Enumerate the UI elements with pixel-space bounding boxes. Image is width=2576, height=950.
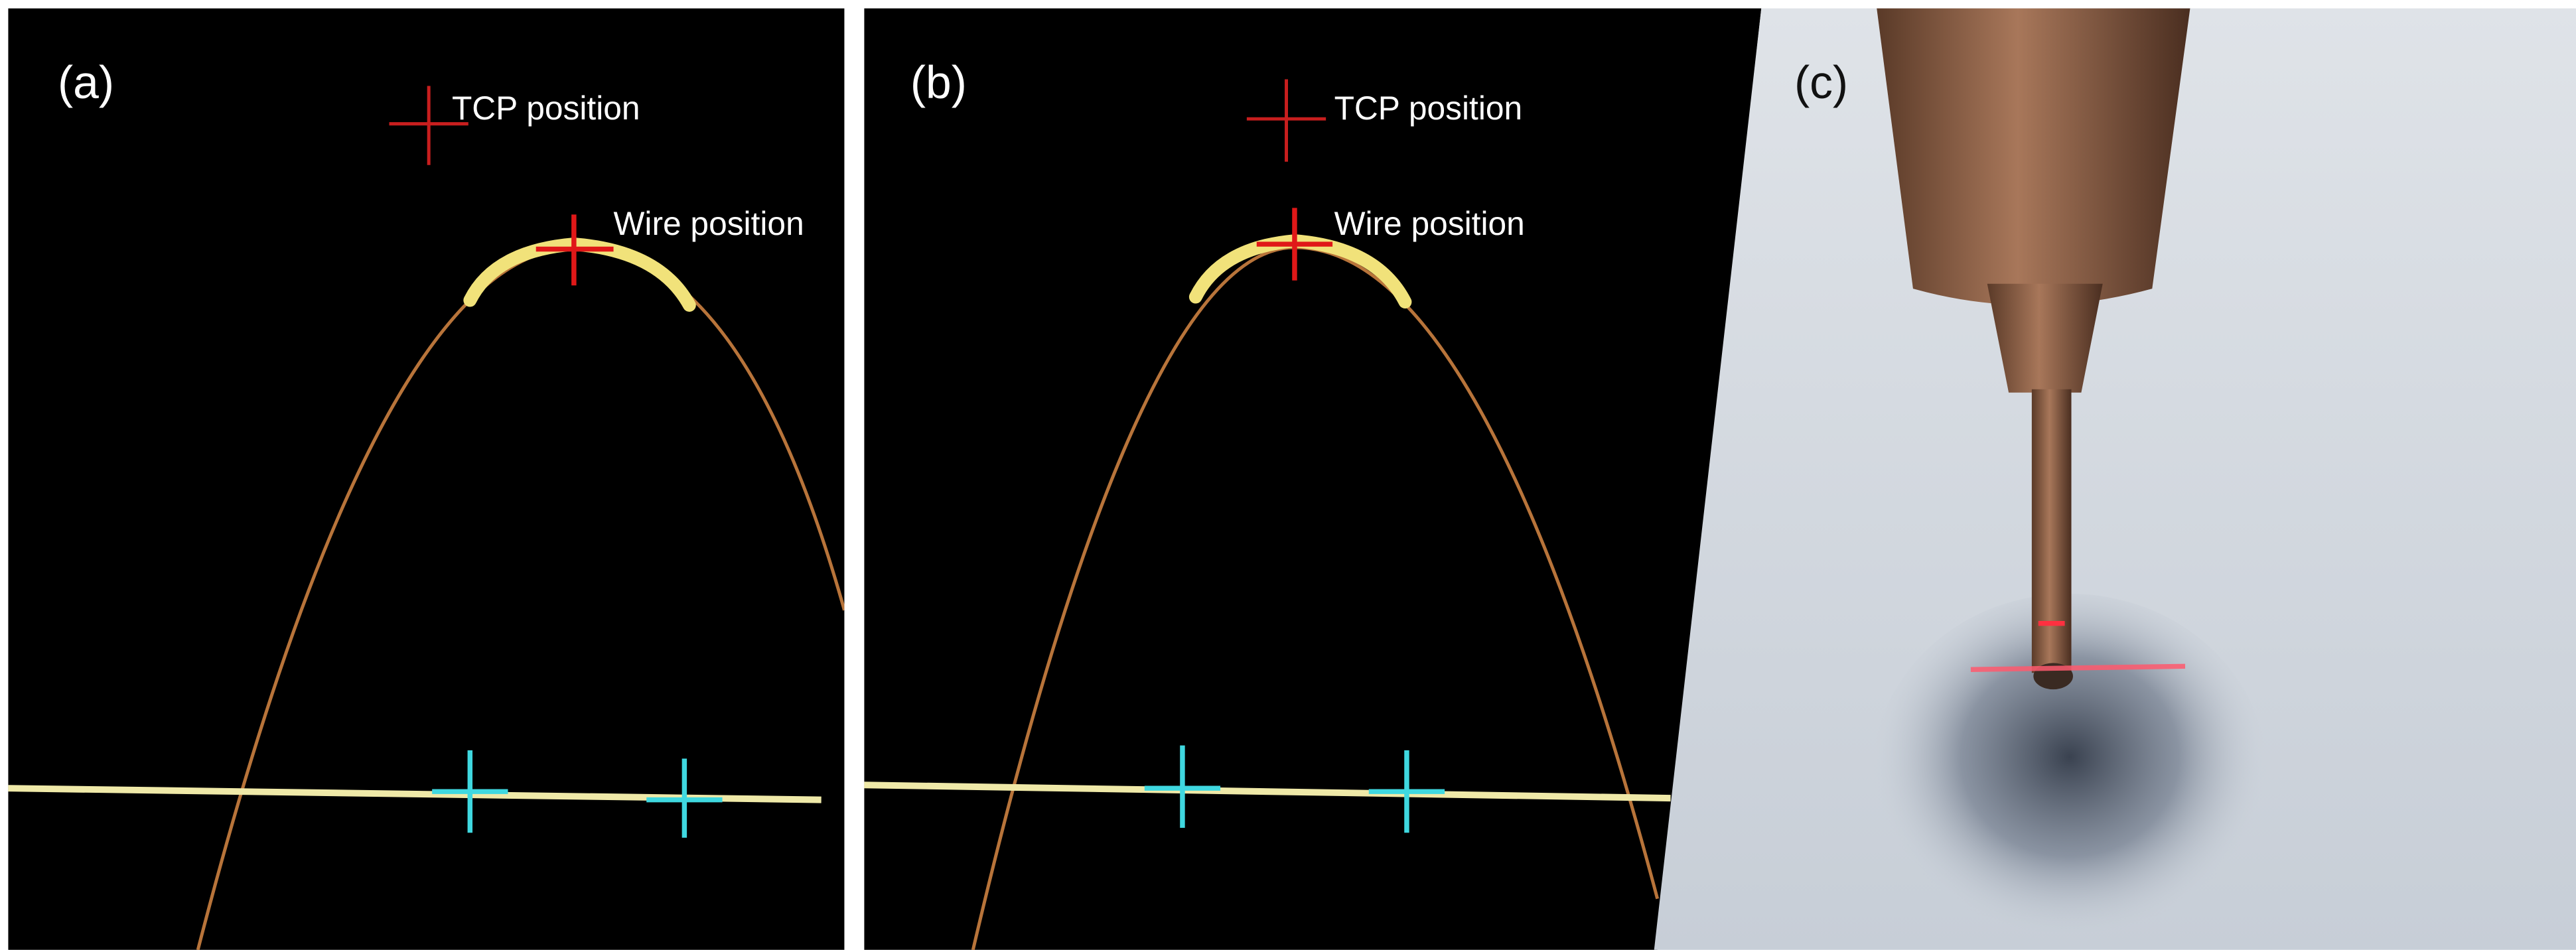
annotation: Wire position bbox=[1334, 205, 1525, 242]
panel-b-background bbox=[864, 9, 1761, 950]
wire bbox=[2032, 389, 2072, 673]
panel-label: (b) bbox=[910, 56, 967, 108]
laser-line bbox=[1971, 666, 2185, 669]
panel-label: (c) bbox=[1794, 56, 1848, 108]
page: (a) TCP position Wire position (b) TCP p… bbox=[0, 0, 2576, 950]
torch bbox=[1877, 9, 2190, 305]
annotation: TCP position bbox=[452, 90, 640, 127]
panel-label: (a) bbox=[58, 56, 114, 108]
annotation: TCP position bbox=[1334, 90, 1523, 127]
annotation: Wire position bbox=[614, 205, 804, 242]
divider bbox=[844, 0, 864, 950]
figure: (a) TCP position Wire position (b) TCP p… bbox=[0, 0, 2576, 950]
panel-a-background bbox=[8, 9, 844, 950]
